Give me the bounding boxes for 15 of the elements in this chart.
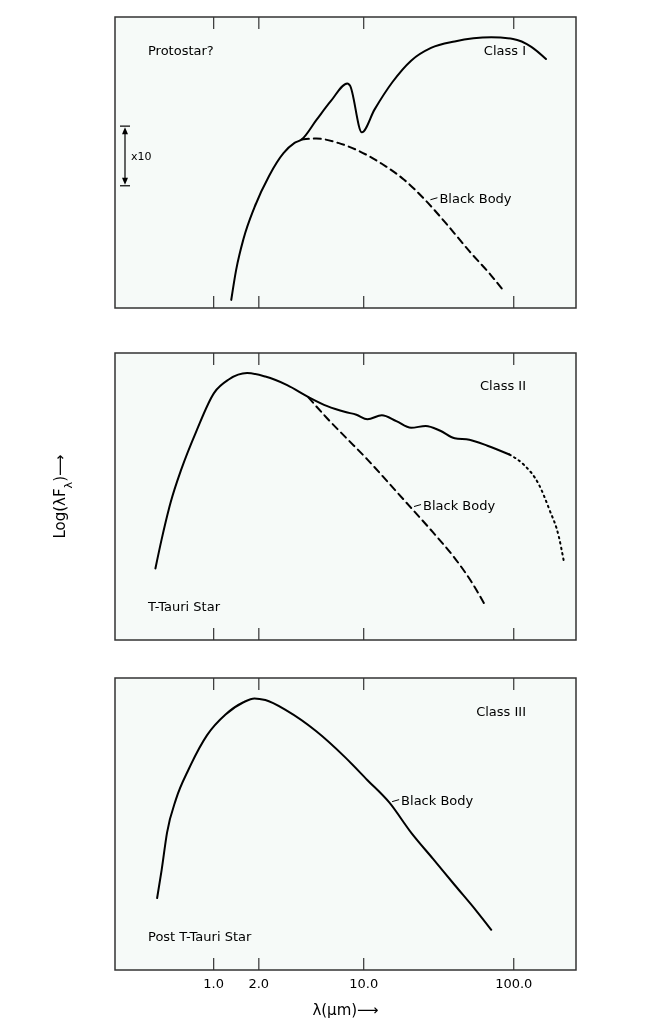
annotation: Black Body bbox=[423, 497, 496, 513]
chart-title: Class II bbox=[479, 378, 526, 394]
x-tick-label: 2.0 bbox=[248, 976, 270, 991]
chart-title: Class I bbox=[483, 42, 526, 58]
text: Class III bbox=[476, 703, 526, 719]
text: Post T-Tauri Star bbox=[148, 928, 252, 944]
annotation: Black Body bbox=[401, 792, 474, 808]
chart-subtitle: Protostar? bbox=[148, 42, 214, 58]
annotation: x10 bbox=[131, 149, 152, 163]
x-tick-label: 1.0 bbox=[203, 976, 225, 991]
x-axis-title: λ(μm)⟶ bbox=[312, 1001, 379, 1019]
annotation: Black Body bbox=[439, 190, 512, 206]
text: T-Tauri Star bbox=[147, 599, 221, 615]
x-tick-label: 10.0 bbox=[349, 976, 379, 991]
x-tick-label: 100.0 bbox=[495, 976, 533, 991]
